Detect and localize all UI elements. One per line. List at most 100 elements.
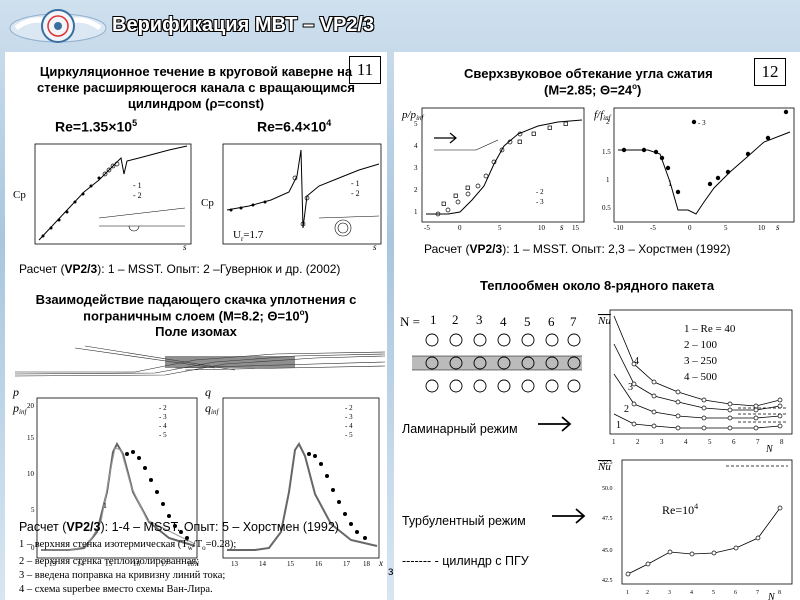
friction-curve-1-label: 1 bbox=[668, 179, 672, 188]
svg-text:5: 5 bbox=[724, 224, 728, 232]
svg-text:7: 7 bbox=[756, 590, 759, 596]
friction-legend-3: - 3 bbox=[698, 119, 706, 127]
svg-text:5: 5 bbox=[414, 120, 418, 128]
n-axis-label-laminar: N bbox=[765, 444, 774, 454]
corner-pressure-plot: p/pinf 5 4 3 2 1 - 2 - 3 -5 0 5 10 15 s bbox=[401, 107, 585, 232]
svg-text:4: 4 bbox=[634, 356, 639, 367]
svg-text:45.0: 45.0 bbox=[602, 548, 613, 554]
bundle-title: Теплообмен около 8-рядного пакета bbox=[480, 278, 715, 293]
cp-left-legend-1: - 1 bbox=[133, 181, 142, 190]
isomach-label: Поле изомах bbox=[155, 324, 237, 339]
svg-text:1: 1 bbox=[414, 208, 418, 216]
svg-text:13: 13 bbox=[49, 560, 57, 568]
svg-text:15: 15 bbox=[105, 560, 113, 568]
svg-text:5: 5 bbox=[708, 438, 712, 446]
figure-number-11: 11 bbox=[349, 56, 381, 84]
ut-label: Ur=1.7 bbox=[233, 229, 264, 243]
svg-text:2 – 100: 2 – 100 bbox=[684, 339, 718, 351]
left-panel: 11 Циркуляционное течение в круговой кав… bbox=[5, 52, 387, 600]
svg-text:1: 1 bbox=[606, 176, 610, 184]
turbulent-arrow-icon bbox=[552, 508, 586, 524]
heatflux-plot: q qinf - 2 - 3 - 4 - 5 13 14 15 16 17 18 x bbox=[205, 385, 383, 568]
cavity-caption: Расчет (VP2/3): 1 – MSST. Опыт: 2 –Гувер… bbox=[19, 262, 341, 276]
p-inf-axis-label: pinf bbox=[12, 401, 27, 416]
nu-axis-label-laminar: Nu bbox=[598, 315, 611, 327]
turbulent-yticks: 52.5 50.0 47.5 45.0 42.5 bbox=[602, 460, 613, 584]
svg-text:3: 3 bbox=[628, 382, 633, 393]
re-label-left: Re=1.35×105 bbox=[55, 118, 138, 135]
svg-text:-5: -5 bbox=[650, 224, 656, 232]
laminar-re-legend: 1 – Re = 40 2 – 100 3 – 250 4 – 500 bbox=[684, 323, 736, 383]
svg-text:6: 6 bbox=[734, 590, 737, 596]
svg-text:14: 14 bbox=[77, 560, 85, 568]
turbulent-re-label: Re=104 bbox=[662, 502, 698, 517]
svg-text:3: 3 bbox=[414, 164, 418, 172]
svg-text:42.5: 42.5 bbox=[602, 578, 613, 584]
corner-friction-plot: f/finf 2 1.5 1 0.5 - 3 1 -10 -5 0 5 10 s bbox=[594, 107, 795, 232]
p-axis-label: p bbox=[12, 385, 19, 399]
svg-text:18: 18 bbox=[363, 560, 371, 568]
cp-right-legend-2: - 2 bbox=[351, 189, 360, 198]
s-axis-label-right: s bbox=[373, 242, 377, 252]
organization-logo bbox=[9, 9, 107, 43]
svg-text:1 – Re = 40: 1 – Re = 40 bbox=[684, 323, 736, 335]
svg-text:13: 13 bbox=[231, 560, 239, 568]
turbulent-label: Турбулентный режим bbox=[402, 514, 526, 528]
figure-number-12: 12 bbox=[754, 58, 786, 86]
laminar-nu-plot: Nu 4 3 2 1 1 – Re = 40 2 – 100 3 – 250 4 – … bbox=[598, 309, 793, 454]
pressure-legend-3: - 3 bbox=[159, 413, 167, 421]
svg-text:2: 2 bbox=[636, 438, 640, 446]
p-ratio-label: p/pinf bbox=[401, 109, 425, 122]
svg-text:3: 3 bbox=[660, 438, 664, 446]
dashed-cylinder-note: ------- - цилиндр с ПГУ bbox=[402, 554, 529, 568]
s-axis-label-corner-f: s bbox=[776, 222, 780, 232]
note-2: 2 – верхняя стенка теплоизолированная; bbox=[19, 556, 200, 568]
svg-text:16: 16 bbox=[133, 560, 141, 568]
svg-text:0: 0 bbox=[31, 544, 35, 552]
row-n-label: N = bbox=[400, 314, 420, 329]
cp-plot-left: Cp - 1 - 2 s bbox=[13, 143, 192, 252]
svg-text:2: 2 bbox=[606, 118, 610, 126]
svg-text:1: 1 bbox=[612, 438, 616, 446]
svg-text:5: 5 bbox=[712, 590, 715, 596]
svg-text:-10: -10 bbox=[614, 224, 624, 232]
q-inf-axis-label: qinf bbox=[205, 401, 219, 416]
isomach-field bbox=[15, 342, 385, 378]
cp-plot-right: Cp - 1 - 2 Ur=1.7 s bbox=[201, 143, 382, 252]
svg-text:20: 20 bbox=[27, 402, 35, 410]
svg-text:4 – 500: 4 – 500 bbox=[684, 371, 718, 383]
svg-text:16: 16 bbox=[315, 560, 323, 568]
svg-text:1: 1 bbox=[626, 590, 629, 596]
cavity-title-line-2: стенке расширяющегося канала с вращающим… bbox=[37, 80, 355, 95]
svg-text:0.5: 0.5 bbox=[602, 204, 611, 212]
corner-legend-2: - 2 bbox=[536, 188, 544, 196]
svg-text:17: 17 bbox=[161, 560, 169, 568]
re-label-right: Re=6.4×104 bbox=[257, 118, 332, 135]
svg-text:4: 4 bbox=[690, 590, 693, 596]
heatflux-legend-3: - 3 bbox=[345, 413, 353, 421]
tube-circles bbox=[425, 333, 581, 393]
svg-text:3 – 250: 3 – 250 bbox=[684, 355, 718, 367]
shock-title-line-1: Взаимодействие падающего скачка уплотнен… bbox=[35, 292, 357, 307]
svg-text:7: 7 bbox=[570, 314, 577, 329]
svg-text:0: 0 bbox=[688, 224, 692, 232]
shock-notes: 1 – верхняя стенка изотермическая (Tw/To… bbox=[19, 538, 379, 597]
corner-legend-3: - 3 bbox=[536, 198, 544, 206]
svg-text:47.5: 47.5 bbox=[602, 516, 613, 522]
svg-text:2: 2 bbox=[646, 590, 649, 596]
svg-text:8: 8 bbox=[778, 590, 781, 596]
x-axis-label-pressure: x bbox=[194, 558, 199, 568]
note-1: 1 – верхняя стенка изотермическая (Tw/To… bbox=[19, 539, 237, 553]
cavity-title-line-1: Циркуляционное течение в круговой каверн… bbox=[39, 64, 353, 79]
cavity-title-line-3: цилиндром (ρ=const) bbox=[127, 96, 265, 111]
svg-text:6: 6 bbox=[732, 438, 736, 446]
nu-axis-label-turbulent: Nu bbox=[598, 461, 611, 473]
cp-axis-label-right: Cp bbox=[201, 197, 214, 209]
svg-text:17: 17 bbox=[343, 560, 351, 568]
pressure-legend-4: - 4 bbox=[159, 422, 167, 430]
s-axis-label-left: s bbox=[183, 242, 187, 252]
svg-text:7: 7 bbox=[756, 438, 760, 446]
svg-text:0: 0 bbox=[458, 224, 462, 232]
